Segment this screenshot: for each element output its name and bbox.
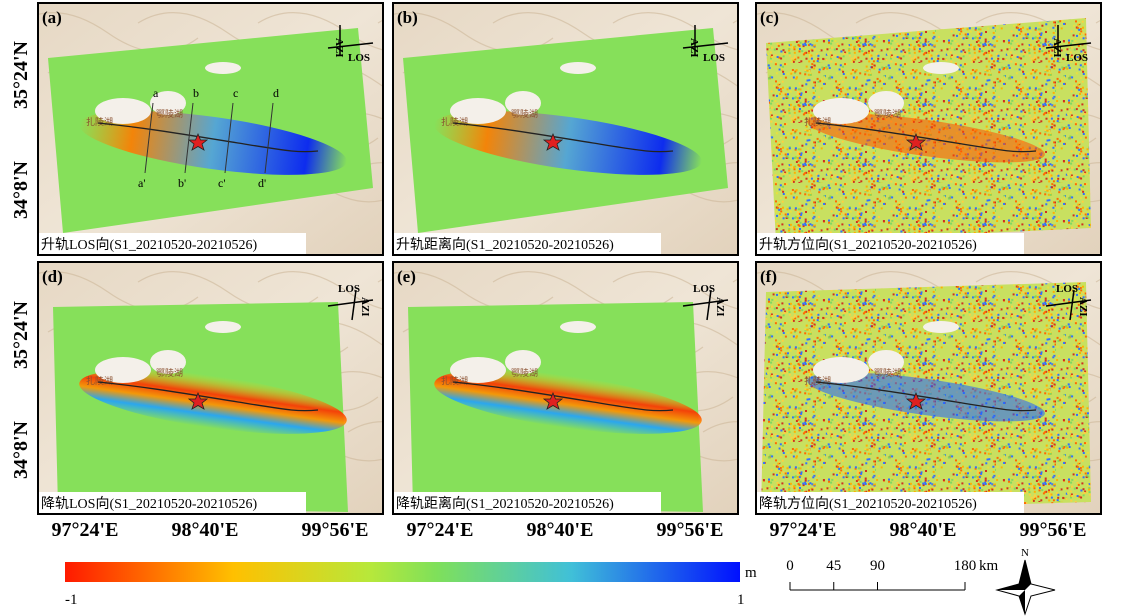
lake-name: 扎陵湖	[804, 116, 831, 127]
lake-name: 扎陵湖	[86, 116, 113, 127]
lat-label: 34°8'N	[10, 160, 32, 219]
lake	[205, 62, 241, 74]
caption: 降轨LOS向(S1_20210520-20210526)	[41, 496, 258, 512]
caption: 升轨距离向(S1_20210520-20210526)	[396, 236, 614, 253]
lon-label: 99°56'E	[302, 519, 369, 541]
profile-label: c	[233, 86, 238, 100]
lake	[205, 321, 241, 333]
lon-label: 97°24'E	[770, 519, 837, 541]
lake-name: 鄂陵湖	[156, 109, 183, 119]
caption: 降轨方位向(S1_20210520-20210526)	[759, 496, 977, 512]
los-label: LOS	[338, 283, 360, 295]
panel-label: (a)	[42, 8, 62, 27]
panel-label: (b)	[397, 8, 418, 27]
profile-label: d'	[258, 176, 266, 190]
panels: 扎陵湖鄂陵湖aa'bb'cc'dd'AZILOS升轨LOS向(S1_202105…	[18, 3, 1121, 514]
profile-label: c'	[218, 176, 226, 190]
lake	[923, 62, 959, 74]
lake	[560, 62, 596, 74]
lake-name: 扎陵湖	[804, 375, 831, 386]
lon-label: 98°40'E	[172, 519, 239, 541]
los-label: LOS	[348, 52, 370, 64]
colorbar-unit: m	[745, 565, 757, 581]
lake	[560, 321, 596, 333]
caption: 升轨方位向(S1_20210520-20210526)	[759, 237, 977, 253]
lat-label: 34°8'N	[10, 420, 32, 479]
map-content: 扎陵湖 鄂陵湖 AZILOS 升轨方位向(S1_20210520-20210526)	[736, 3, 1121, 255]
lake-name: 鄂陵湖	[156, 368, 183, 378]
los-label: LOS	[693, 283, 715, 295]
lon-label: 97°24'E	[407, 519, 474, 541]
colorbar-max: 1	[737, 592, 745, 608]
azi-label: AZI	[688, 38, 700, 58]
caption: 降轨距离向(S1_20210520-20210526)	[396, 495, 614, 512]
map-content: 扎陵湖 鄂陵湖 LOS AZI 降轨方位向(S1_20210520-20210526)	[736, 262, 1121, 514]
figure: 扎陵湖鄂陵湖aa'bb'cc'dd'AZILOS升轨LOS向(S1_202105…	[0, 0, 1121, 616]
profile-label: d	[273, 86, 279, 100]
panel-label: (f)	[760, 267, 777, 286]
scalebar-label: 180	[954, 558, 977, 574]
colorbar-min: -1	[65, 592, 78, 608]
panel-label: (c)	[760, 8, 779, 27]
lon-label: 99°56'E	[657, 519, 724, 541]
map-panel: 扎陵湖 鄂陵湖 LOS AZI 降轨方位向(S1_20210520-20210526) (…	[736, 262, 1121, 514]
azi-label: AZI	[359, 297, 371, 317]
lon-label: 97°24'E	[52, 519, 119, 541]
los-label: LOS	[1066, 52, 1088, 64]
profile-label: a'	[138, 176, 146, 190]
scalebar-label: 90	[870, 558, 885, 574]
azi-label: AZI	[333, 38, 345, 58]
lon-label: 99°56'E	[1020, 519, 1087, 541]
lon-label: 98°40'E	[527, 519, 594, 541]
profile-label: b	[193, 86, 199, 100]
lake-name: 扎陵湖	[441, 116, 468, 127]
profile-label: a	[153, 86, 159, 100]
los-label: LOS	[1056, 283, 1078, 295]
lat-label: 35°24'N	[10, 300, 32, 369]
scalebar-unit: km	[979, 558, 999, 574]
lon-label: 98°40'E	[890, 519, 957, 541]
profile-label: b'	[178, 176, 186, 190]
lake-name: 鄂陵湖	[511, 109, 538, 119]
panel-label: (e)	[397, 267, 416, 286]
lake-name: 扎陵湖	[86, 375, 113, 386]
azi-label: AZI	[1051, 38, 1063, 58]
colorbar	[65, 562, 740, 582]
caption: 升轨LOS向(S1_20210520-20210526)	[41, 237, 258, 253]
azi-label: AZI	[714, 297, 726, 317]
lake	[923, 321, 959, 333]
scalebar-label: 45	[826, 558, 841, 574]
azi-label: AZI	[1077, 297, 1089, 317]
panel-label: (d)	[42, 267, 63, 286]
north-label: N	[1021, 547, 1029, 559]
scalebar-label: 0	[786, 558, 794, 574]
lat-label: 35°24'N	[10, 40, 32, 109]
lake-name: 鄂陵湖	[874, 109, 901, 119]
lake-name: 扎陵湖	[441, 375, 468, 386]
los-label: LOS	[703, 52, 725, 64]
lake-name: 鄂陵湖	[874, 368, 901, 378]
lake-name: 鄂陵湖	[511, 368, 538, 378]
